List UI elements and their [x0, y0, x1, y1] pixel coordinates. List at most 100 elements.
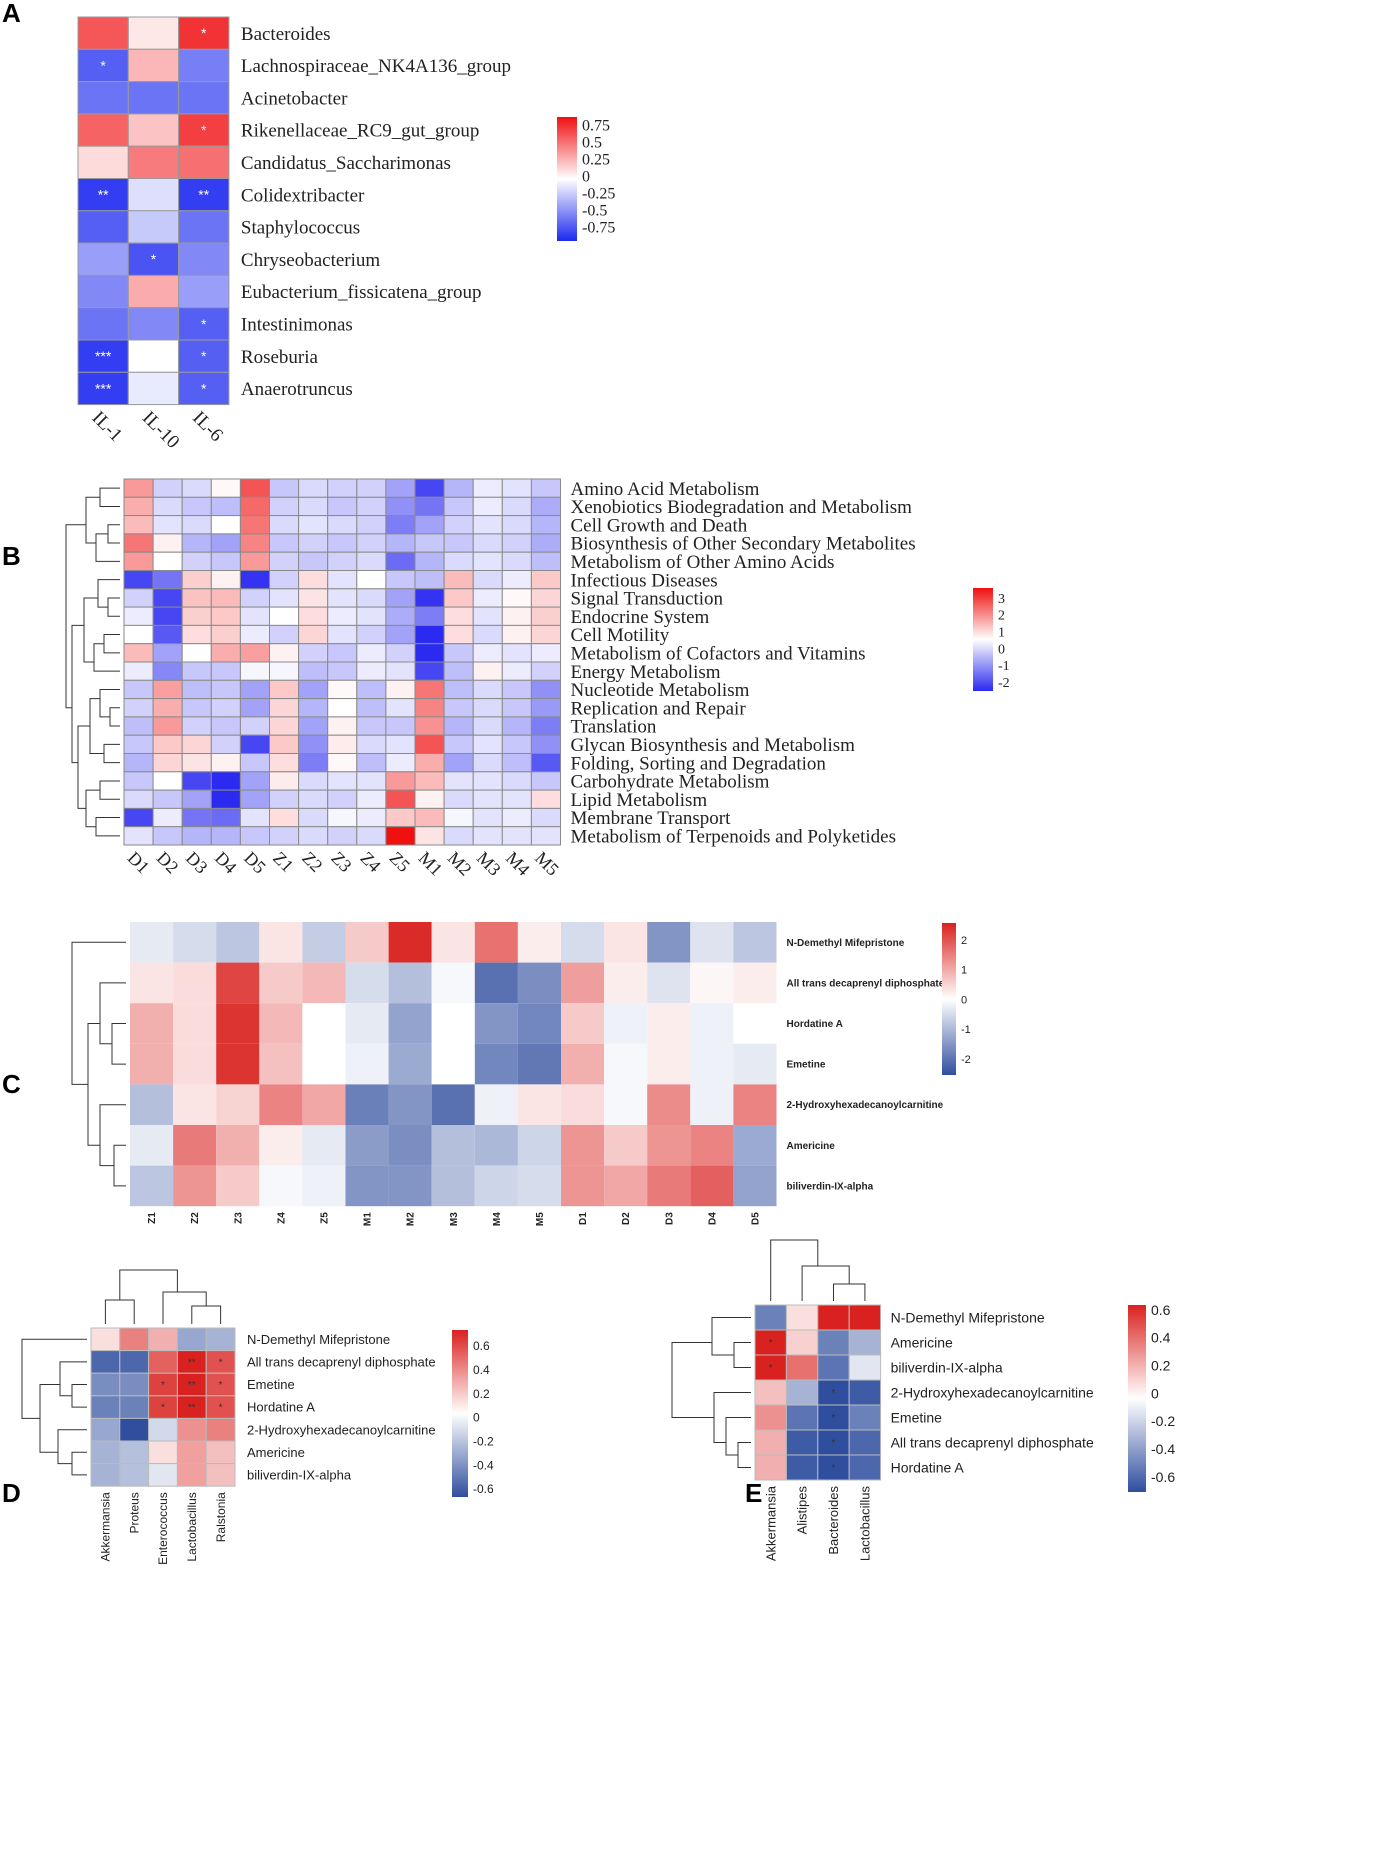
row-label: Xenobiotics Biodegradation and Metabolis…: [571, 497, 913, 518]
heatmap-cell-b-3-14: [530, 533, 562, 553]
heatmap-cell-b-14-11: [443, 734, 474, 755]
heatmap-cell-c-2-3: [259, 1003, 303, 1044]
heatmap-cell-a-10-0: [77, 339, 129, 373]
heatmap-cell-b-7-10: [414, 606, 445, 626]
heatmap-cell-a-5-1: [127, 178, 180, 212]
dendrogram-branch: [99, 982, 126, 1045]
heatmap-cell-b-17-12: [472, 789, 503, 809]
heatmap-cell-b-13-0: [123, 716, 154, 736]
heatmap-cell-b-13-7: [327, 716, 358, 736]
heatmap-cell-a-3-0: [77, 113, 129, 147]
heatmap-cell-b-15-10: [414, 753, 445, 773]
dendrogram-branch: [103, 743, 120, 764]
heatmap-cell-c-5-9: [517, 1125, 561, 1166]
heatmap-cell-b-19-6: [298, 826, 329, 846]
column-label: D1: [124, 848, 154, 878]
dendrogram-branch: [83, 597, 98, 663]
legend-tick-label: -0.75: [582, 220, 615, 237]
heatmap-cell-b-15-11: [443, 753, 474, 773]
heatmap-cell-c-0-4: [302, 922, 346, 963]
column-label: Z5: [386, 848, 414, 876]
heatmap-cell-b-5-13: [501, 570, 532, 590]
heatmap-cell-c-1-5: [345, 962, 389, 1004]
heatmap-cell-b-15-13: [501, 753, 532, 773]
heatmap-cell-b-5-1: [152, 570, 183, 590]
row-label: Chryseobacterium: [241, 250, 381, 271]
legend-tick-label: -2: [998, 676, 1010, 691]
heatmap-cell-c-4-12: [647, 1084, 691, 1125]
heatmap-cell-a-7-1: [127, 242, 180, 276]
heatmap-cell-b-7-12: [472, 606, 503, 626]
heatmap-cell-b-15-9: [385, 753, 416, 773]
heatmap-cell-b-14-2: [181, 734, 212, 755]
heatmap-cell-b-11-14: [530, 679, 562, 700]
significance-mark: *: [201, 25, 207, 41]
heatmap-cell-c-4-3: [259, 1084, 303, 1125]
column-label: Z2: [298, 848, 326, 876]
heatmap-cell-b-19-13: [501, 826, 532, 846]
significance-mark: **: [198, 187, 209, 203]
heatmap-cell-b-18-11: [443, 807, 474, 828]
heatmap-cell-c-6-1: [173, 1165, 217, 1207]
heatmap-cell-b-16-11: [443, 771, 474, 791]
heatmap-cell-b-11-9: [385, 679, 416, 700]
row-label: Metabolism of Other Amino Acids: [571, 552, 835, 573]
heatmap-cell-b-9-14: [530, 643, 562, 663]
dendrogram-branch: [162, 1291, 207, 1324]
heatmap-cell-b-0-7: [327, 478, 358, 498]
heatmap-cell-b-18-10: [414, 807, 445, 828]
heatmap-cell-c-0-1: [173, 922, 217, 963]
heatmap-cell-d-0-1: [119, 1327, 150, 1352]
heatmap-cell-a-7-2: [178, 242, 230, 276]
heatmap-cell-b-6-8: [356, 588, 387, 608]
legend-tick-label: 0.6: [1151, 1302, 1171, 1318]
dendrogram-branch: [85, 496, 100, 544]
heatmap-cell-b-15-4: [239, 753, 270, 773]
heatmap-cell-a-4-1: [127, 145, 180, 179]
heatmap-cell-a-9-0: [77, 307, 129, 341]
color-legend-bar: [942, 923, 956, 1075]
heatmap-cell-c-3-12: [647, 1043, 691, 1085]
heatmap-cell-b-2-4: [239, 515, 270, 535]
heatmap-cell-a-11-1: [127, 371, 180, 406]
dendrogram-branch: [87, 1023, 100, 1146]
column-label: M5: [531, 848, 563, 880]
heatmap-cell-b-2-11: [443, 515, 474, 535]
heatmap-cell-b-7-4: [239, 606, 270, 626]
dendrogram-branch: [109, 707, 120, 727]
heatmap-cell-b-6-3: [210, 588, 241, 608]
heatmap-cell-b-11-6: [298, 679, 329, 700]
heatmap-cell-b-5-7: [327, 570, 358, 590]
column-label: D4: [211, 848, 241, 878]
heatmap-cell-b-18-9: [385, 807, 416, 828]
row-label: Cell Growth and Death: [571, 515, 748, 536]
heatmap-cell-b-7-2: [181, 606, 212, 626]
heatmap-cell-b-7-0: [123, 606, 154, 626]
heatmap-cell-b-19-7: [327, 826, 358, 846]
heatmap-cell-c-2-9: [517, 1003, 561, 1044]
heatmap-cell-b-9-4: [239, 643, 270, 663]
heatmap-cell-c-2-1: [173, 1003, 217, 1044]
column-label: D3: [182, 848, 212, 878]
legend-tick-label: -0.6: [1151, 1469, 1175, 1485]
heatmap-cell-b-15-5: [269, 753, 300, 773]
row-label: Eubacterium_fissicatena_group: [241, 282, 482, 303]
heatmap-cell-b-12-3: [210, 698, 241, 718]
row-label: Intestinimonas: [241, 315, 353, 336]
heatmap-cell-c-6-9: [517, 1165, 561, 1207]
heatmap-cell-b-18-2: [181, 807, 212, 828]
column-label: Enterococcus: [156, 1492, 170, 1565]
heatmap-cell-b-2-13: [501, 515, 532, 535]
dendrogram-branch: [111, 1023, 126, 1065]
heatmap-cell-b-14-9: [385, 734, 416, 755]
column-label: Lactobacillus: [185, 1492, 199, 1561]
heatmap-cell-b-12-0: [123, 698, 154, 718]
heatmap-cell-a-4-0: [77, 145, 129, 179]
column-label: D4: [707, 1212, 718, 1225]
heatmap-cell-c-5-12: [647, 1125, 691, 1166]
heatmap-cell-b-19-8: [356, 826, 387, 846]
heatmap-cell-b-4-12: [472, 551, 503, 572]
heatmap-cell-b-10-10: [414, 661, 445, 681]
heatmap-cell-b-11-11: [443, 679, 474, 700]
